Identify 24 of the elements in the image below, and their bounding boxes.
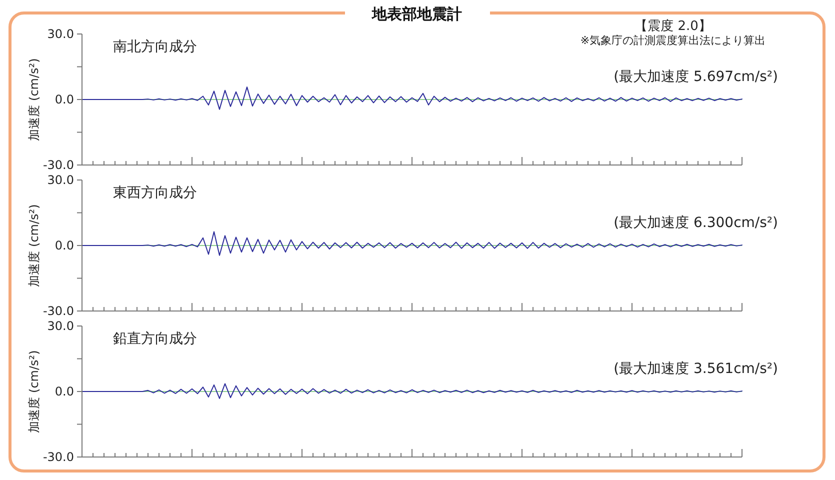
y-axis-title: 加速度 (cm/s²) [27, 350, 41, 433]
y-tick-label: -30.0 [42, 304, 74, 318]
annotation: (最大加速度 3.561cm/s²) [614, 361, 778, 377]
annotation: ※気象庁の計測震度算出法により算出 [580, 34, 766, 47]
annotation: (最大加速度 5.697cm/s²) [614, 69, 778, 85]
line-series [82, 231, 742, 256]
y-tick-label: 0.0 [54, 384, 74, 399]
y-tick-label: 30.0 [47, 319, 74, 334]
chart-title: 地表部地震計 [371, 5, 462, 23]
y-axis-title: 加速度 (cm/s²) [27, 204, 41, 287]
y-tick-label: 0.0 [54, 238, 74, 253]
y-tick-label: 30.0 [47, 27, 74, 42]
chart-subtitle: 東西方向成分 [113, 185, 197, 201]
y-axis-title: 加速度 (cm/s²) [27, 58, 41, 141]
annotation: 【震度 2.0】 [634, 18, 712, 34]
chart-subtitle: 鉛直方向成分 [113, 331, 197, 347]
y-tick-label: -30.0 [42, 450, 74, 464]
y-tick-label: 30.0 [47, 173, 74, 188]
chart-subtitle: 南北方向成分 [113, 39, 197, 55]
y-tick-label: -30.0 [42, 158, 74, 172]
line-series [82, 86, 742, 110]
annotation: (最大加速度 6.300cm/s²) [614, 215, 778, 231]
y-tick-label: 0.0 [54, 92, 74, 107]
line-series [82, 383, 742, 399]
